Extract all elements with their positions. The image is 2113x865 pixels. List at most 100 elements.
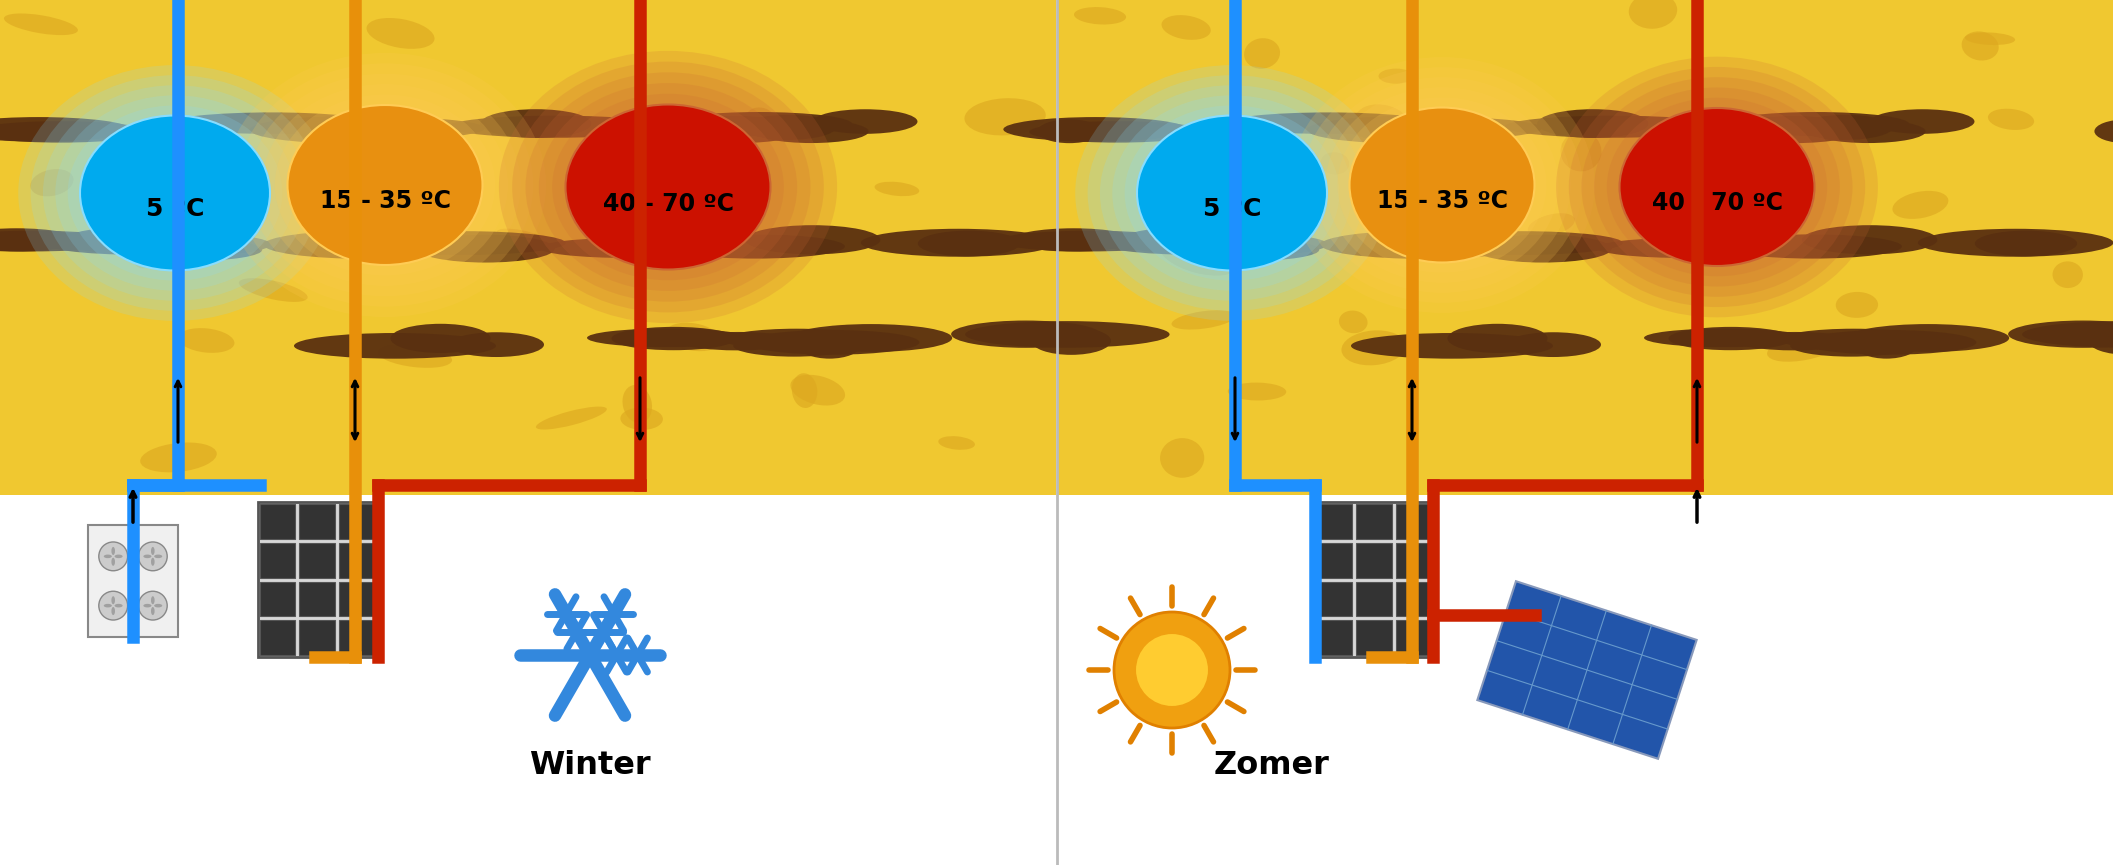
Ellipse shape	[746, 330, 919, 355]
Circle shape	[137, 592, 167, 620]
Bar	[0, 0, 1056, 865]
Ellipse shape	[106, 131, 177, 161]
Ellipse shape	[1893, 191, 1948, 219]
Ellipse shape	[319, 120, 382, 157]
Ellipse shape	[754, 120, 868, 143]
Ellipse shape	[275, 94, 494, 275]
Ellipse shape	[1811, 120, 1925, 143]
Ellipse shape	[799, 333, 860, 359]
Bar	[1357, 620, 1392, 655]
Ellipse shape	[666, 112, 852, 136]
FancyBboxPatch shape	[258, 502, 376, 657]
Ellipse shape	[917, 231, 1021, 256]
Ellipse shape	[104, 554, 112, 558]
Ellipse shape	[1354, 105, 1411, 144]
Ellipse shape	[239, 279, 308, 302]
Ellipse shape	[112, 558, 114, 566]
Ellipse shape	[2088, 327, 2113, 355]
Ellipse shape	[1802, 225, 1938, 254]
Ellipse shape	[378, 344, 452, 368]
Ellipse shape	[112, 596, 114, 605]
Ellipse shape	[30, 75, 319, 311]
Ellipse shape	[1528, 213, 1574, 236]
Ellipse shape	[1124, 106, 1340, 280]
Text: 15 - 35 ºC: 15 - 35 ºC	[1376, 189, 1507, 213]
Ellipse shape	[1722, 116, 1862, 144]
Ellipse shape	[1802, 330, 1976, 355]
Ellipse shape	[104, 604, 112, 607]
Ellipse shape	[363, 231, 566, 255]
Ellipse shape	[123, 234, 270, 255]
Ellipse shape	[154, 554, 163, 558]
Ellipse shape	[1847, 324, 2009, 352]
Circle shape	[137, 542, 167, 571]
Ellipse shape	[1536, 109, 1648, 138]
Ellipse shape	[114, 554, 123, 558]
Ellipse shape	[150, 547, 154, 555]
Ellipse shape	[790, 324, 953, 352]
Ellipse shape	[30, 169, 74, 196]
Ellipse shape	[1737, 332, 1853, 350]
Text: 5 ºC: 5 ºC	[1202, 196, 1261, 221]
Ellipse shape	[1447, 324, 1547, 353]
Ellipse shape	[1976, 231, 2077, 256]
Ellipse shape	[1073, 7, 1126, 24]
Polygon shape	[1477, 581, 1697, 759]
Bar	[300, 504, 334, 539]
Ellipse shape	[1644, 329, 1805, 347]
Bar	[300, 542, 334, 578]
Ellipse shape	[448, 332, 543, 357]
Ellipse shape	[1629, 0, 1678, 29]
Ellipse shape	[742, 115, 837, 140]
Text: 5 ºC: 5 ºC	[146, 196, 205, 221]
Ellipse shape	[499, 51, 837, 324]
Ellipse shape	[1181, 234, 1327, 255]
Ellipse shape	[621, 407, 663, 430]
Ellipse shape	[0, 231, 127, 252]
Ellipse shape	[366, 18, 435, 48]
Bar	[260, 620, 296, 655]
Ellipse shape	[1162, 15, 1211, 40]
Ellipse shape	[1507, 332, 1602, 357]
Bar	[1056, 0, 2113, 865]
Circle shape	[99, 592, 127, 620]
Ellipse shape	[1004, 117, 1188, 142]
Ellipse shape	[40, 229, 232, 254]
Text: 15 - 35 ºC: 15 - 35 ºC	[319, 189, 450, 213]
Ellipse shape	[1855, 333, 1916, 359]
Ellipse shape	[1555, 56, 1878, 317]
Ellipse shape	[997, 231, 1183, 252]
Bar	[1397, 581, 1431, 616]
Bar	[338, 581, 374, 616]
Ellipse shape	[1562, 131, 1602, 171]
Ellipse shape	[744, 225, 881, 254]
Ellipse shape	[966, 321, 1171, 348]
Ellipse shape	[391, 324, 490, 353]
Ellipse shape	[249, 116, 448, 144]
Ellipse shape	[1766, 332, 1843, 362]
Ellipse shape	[1593, 87, 1840, 286]
Bar	[1056, 0, 2113, 495]
Ellipse shape	[1473, 234, 1612, 263]
Ellipse shape	[287, 117, 484, 139]
Ellipse shape	[1306, 116, 1504, 144]
Bar	[1316, 504, 1352, 539]
Ellipse shape	[814, 109, 917, 134]
Bar	[300, 620, 334, 655]
FancyBboxPatch shape	[1314, 502, 1433, 657]
Ellipse shape	[131, 231, 158, 268]
Ellipse shape	[144, 604, 152, 607]
Bar	[1397, 542, 1431, 578]
Bar	[0, 0, 1056, 495]
Ellipse shape	[1350, 107, 1534, 262]
Ellipse shape	[2094, 119, 2113, 144]
Ellipse shape	[1118, 226, 1299, 255]
Ellipse shape	[551, 93, 784, 280]
Circle shape	[1137, 634, 1209, 706]
Ellipse shape	[1314, 77, 1570, 292]
Bar	[1357, 581, 1392, 616]
Ellipse shape	[1378, 68, 1414, 84]
Ellipse shape	[1321, 230, 1530, 259]
Ellipse shape	[1870, 109, 1974, 134]
Ellipse shape	[224, 53, 545, 317]
